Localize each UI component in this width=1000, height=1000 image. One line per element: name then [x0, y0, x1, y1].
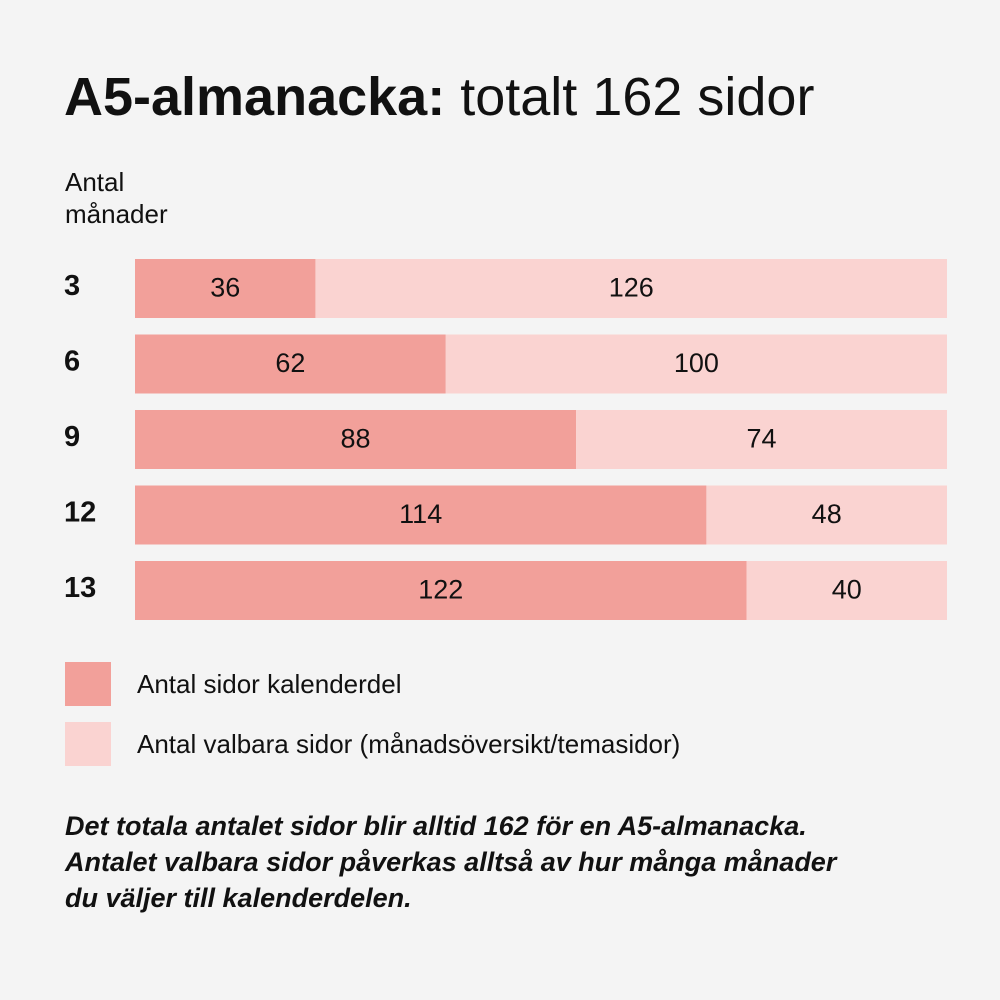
- category-label: 6: [64, 346, 80, 378]
- footnote: Det totala antalet sidor blir alltid 162…: [65, 808, 965, 916]
- bar-calendar-pages: [135, 334, 446, 394]
- bar-calendar-pages: [135, 561, 747, 620]
- bar-value-label: 114: [399, 499, 442, 529]
- y-axis-label-line2: månader: [65, 199, 168, 229]
- bar-calendar-pages: [135, 259, 316, 318]
- category-label: 9: [64, 421, 80, 453]
- bar-value-label: 100: [674, 348, 719, 378]
- bar-value-label: 36: [210, 273, 240, 303]
- bar-value-label: 48: [812, 499, 842, 529]
- legend-swatch-calendar: [65, 662, 111, 706]
- y-axis-label-line1: Antal: [65, 167, 125, 197]
- bar-value-label: 88: [341, 424, 371, 454]
- bar-value-label: 122: [418, 575, 463, 605]
- bar-optional-pages: [445, 334, 947, 394]
- category-label: 3: [64, 270, 80, 302]
- bar-optional-pages: [706, 485, 947, 545]
- legend-swatch-optional: [65, 722, 111, 766]
- footnote-line3: du väljer till kalenderdelen.: [65, 883, 412, 913]
- bar-optional-pages: [315, 259, 947, 318]
- bar-optional-pages: [576, 410, 947, 469]
- bar-value-label: 74: [747, 424, 777, 454]
- bar-value-label: 126: [609, 273, 654, 303]
- category-label: 12: [64, 497, 96, 529]
- legend-label-calendar: Antal sidor kalenderdel: [137, 669, 402, 699]
- y-axis-label: Antal månader: [65, 166, 168, 230]
- chart-title-bold: A5-almanacka:: [64, 67, 446, 127]
- chart-title: A5-almanacka: totalt 162 sidor: [64, 62, 814, 132]
- category-label: 13: [64, 572, 96, 604]
- legend-label-optional: Antal valbara sidor (månadsöversikt/tema…: [137, 729, 681, 759]
- bar-optional-pages: [746, 561, 947, 620]
- bar-calendar-pages: [135, 485, 707, 545]
- bar-calendar-pages: [135, 410, 577, 469]
- chart-title-regular: totalt 162 sidor: [460, 67, 815, 127]
- bar-value-label: 62: [275, 348, 305, 378]
- footnote-line2: Antalet valbara sidor påverkas alltså av…: [65, 847, 837, 877]
- footnote-line1: Det totala antalet sidor blir alltid 162…: [65, 811, 807, 841]
- bar-value-label: 40: [832, 575, 862, 605]
